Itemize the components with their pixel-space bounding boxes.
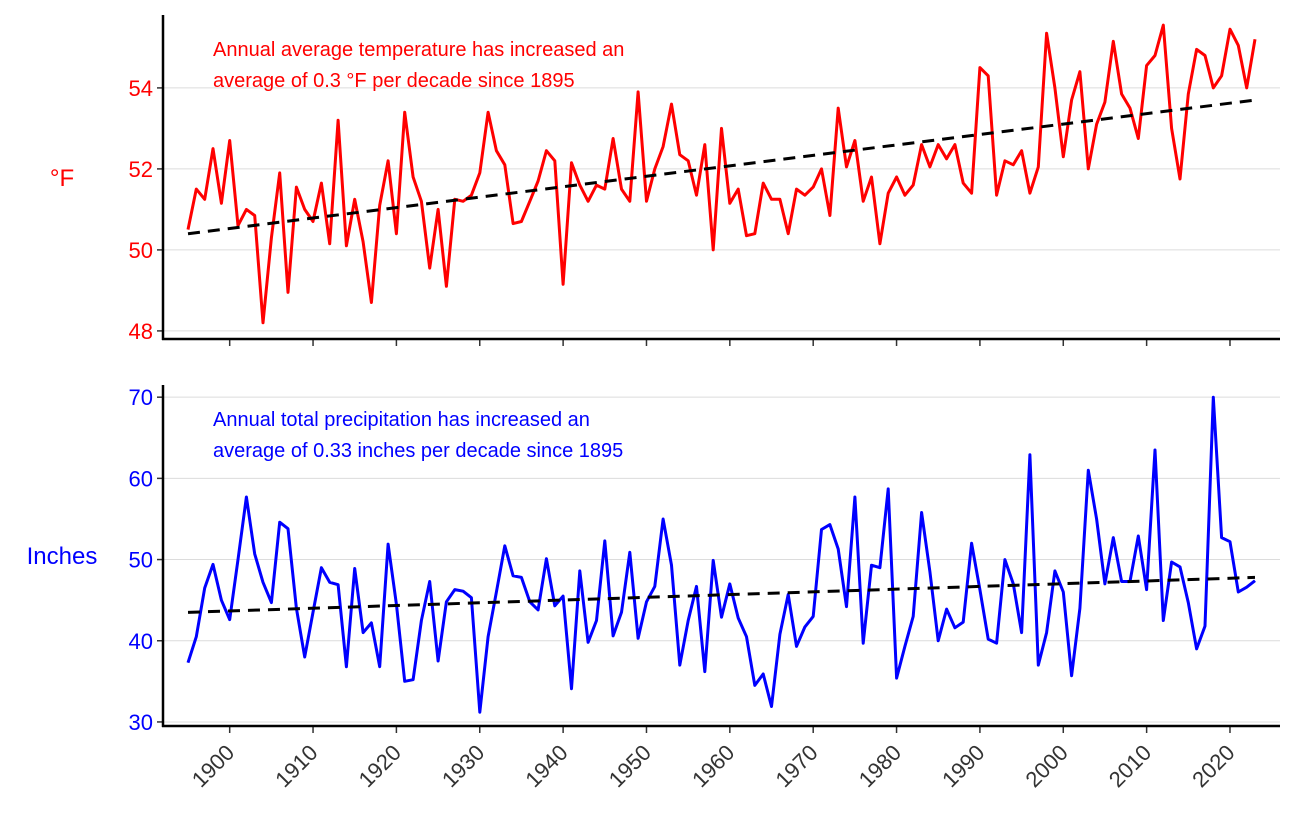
x-tick-label: 2020 [1187, 740, 1239, 792]
x-tick-label: 1920 [354, 740, 406, 792]
x-tick-label: 1960 [687, 740, 739, 792]
annotation-text: Annual average temperature has increased… [213, 39, 624, 61]
trend-line [187, 98, 1256, 236]
x-tick-label: 1940 [520, 740, 572, 792]
x-tick-label: 1910 [270, 740, 322, 792]
y-tick-label: 60 [129, 466, 153, 491]
y-tick-label: 52 [129, 157, 153, 182]
annotation-text: Annual total precipitation has increased… [213, 409, 590, 431]
y-tick-label: 50 [129, 548, 153, 573]
y-axis-label: Inches [27, 543, 98, 570]
x-tick-label: 1990 [937, 740, 989, 792]
temperature-panel: 48 50 52 54 °F Annual average temperature has… [50, 15, 1280, 346]
annotation-text: average of 0.3 °F per decade since 1895 [213, 70, 575, 92]
trend-line [187, 575, 1256, 614]
x-tick-label: 1970 [770, 740, 822, 792]
x-tick-label: 1950 [604, 740, 656, 792]
x-tick-label: 1930 [437, 740, 489, 792]
x-tick-label: 2000 [1021, 740, 1073, 792]
y-tick-label: 70 [129, 385, 153, 410]
x-tick-label: 1900 [187, 740, 239, 792]
y-tick-label: 40 [129, 629, 153, 654]
x-tick-label: 1980 [854, 740, 906, 792]
x-tick-label: 2010 [1104, 740, 1156, 792]
y-axis-label: °F [50, 165, 74, 192]
y-tick-label: 48 [129, 319, 153, 344]
y-tick-label: 30 [129, 710, 153, 735]
y-tick-label: 50 [129, 238, 153, 263]
y-tick-label: 54 [129, 76, 153, 101]
annotation-text: average of 0.33 inches per decade since … [213, 440, 623, 462]
precipitation-panel: 30 40 50 60 70 Inches Annual total precipitati… [27, 385, 1280, 735]
